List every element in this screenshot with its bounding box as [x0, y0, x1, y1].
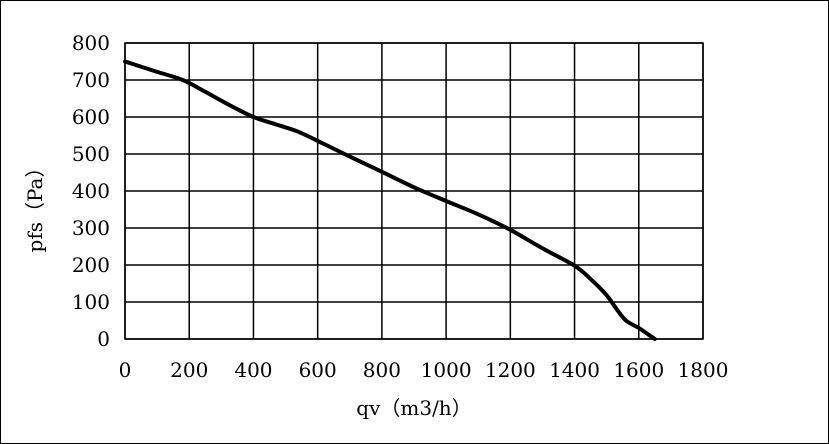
y-tick-label: 0	[97, 327, 110, 351]
x-tick-label: 1600	[613, 358, 664, 382]
x-axis-label: qv（m3/h）	[356, 396, 471, 420]
x-tick-label: 400	[234, 358, 272, 382]
x-tick-label: 1400	[549, 358, 600, 382]
y-tick-label: 700	[72, 68, 110, 92]
x-tick-label: 600	[299, 358, 337, 382]
x-tick-labels: 0 200 400 600 800 1000 1200 1400 1600 1800	[119, 358, 729, 382]
y-tick-labels: 0 100 200 300 400 500 600 700 800	[72, 31, 110, 351]
x-tick-label: 1200	[485, 358, 536, 382]
y-tick-label: 100	[72, 290, 110, 314]
y-tick-label: 500	[72, 142, 110, 166]
x-tick-label: 1800	[678, 358, 729, 382]
x-tick-label: 1000	[421, 358, 472, 382]
y-tick-label: 400	[72, 179, 110, 203]
x-tick-label: 200	[170, 358, 208, 382]
series-line	[123, 59, 657, 341]
x-tick-label: 0	[119, 358, 132, 382]
y-tick-label: 600	[72, 105, 110, 129]
y-tick-label: 200	[72, 253, 110, 277]
y-axis-label: pfs（Pa）	[23, 158, 47, 253]
y-tick-label: 800	[72, 31, 110, 55]
plot-border	[124, 42, 704, 340]
x-tick-label: 800	[363, 358, 401, 382]
grid-lines	[124, 42, 704, 340]
y-tick-label: 300	[72, 216, 110, 240]
